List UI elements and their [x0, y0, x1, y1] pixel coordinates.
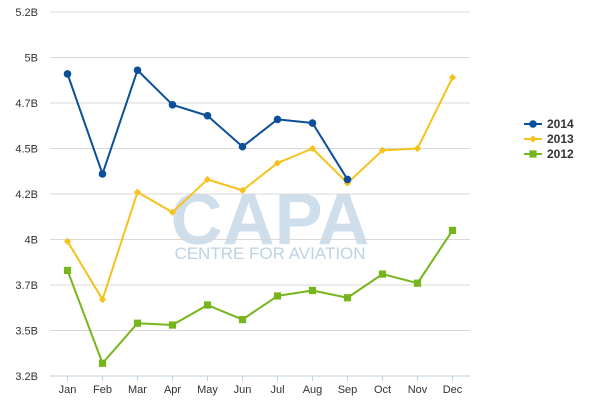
data-point-2013[interactable] [448, 73, 457, 82]
data-point-2013[interactable] [133, 188, 142, 196]
series-2013 [63, 73, 457, 304]
x-tick-label: May [197, 384, 218, 396]
data-point-2012[interactable] [98, 359, 107, 367]
data-point-2014[interactable] [203, 111, 212, 120]
watermark-logo-text: CAPA [171, 180, 370, 260]
x-tick-label: Nov [408, 384, 428, 396]
data-point-2012[interactable] [413, 279, 422, 287]
series-line-2014 [66, 69, 349, 180]
legend-marker[interactable] [529, 150, 537, 158]
data-point-2012[interactable] [448, 226, 457, 234]
data-point-2012[interactable] [168, 321, 177, 329]
axes: 3.2B 3.5B 3.7B 4B 4.2B 4.5B 4.7B 5B 5.2B Jan Feb Ma… [15, 7, 470, 396]
series-2014 [63, 66, 352, 184]
data-point-2014[interactable] [63, 70, 72, 78]
legend-item-2012[interactable]: 2012 [524, 147, 574, 161]
y-tick-label: 4B [25, 235, 38, 247]
data-point-2012[interactable] [343, 294, 352, 302]
watermark: CAPA CENTRE FOR AVIATION [171, 180, 370, 263]
y-tick-label: 5.2B [15, 7, 38, 19]
series-line-2012 [66, 229, 454, 365]
x-tick-label: Jan [59, 384, 77, 396]
y-tick-label: 5B [25, 53, 38, 65]
data-point-2013[interactable] [273, 159, 282, 167]
y-tick-label: 4.5B [15, 144, 38, 156]
series-line-2013 [66, 77, 454, 301]
data-point-2013[interactable] [238, 186, 247, 194]
legend-label: 2013 [547, 132, 574, 146]
data-point-2012[interactable] [63, 266, 72, 275]
y-tick-label: 4.7B [15, 98, 38, 110]
series-2012 [63, 226, 457, 367]
data-point-2013[interactable] [413, 144, 422, 153]
y-tick-label: 3.5B [15, 326, 38, 338]
data-point-2014[interactable] [273, 115, 282, 124]
x-tick-label: Mar [128, 384, 147, 396]
x-tick-label: Oct [374, 384, 391, 396]
y-tick-label: 3.7B [15, 280, 38, 292]
data-point-2013[interactable] [308, 144, 317, 153]
legend-label: 2014 [547, 117, 574, 131]
legend-item-2014[interactable]: 2014 [524, 117, 574, 131]
x-tick-label: Apr [164, 384, 181, 396]
data-point-2012[interactable] [308, 286, 317, 295]
data-point-2014[interactable] [238, 142, 247, 151]
data-point-2013[interactable] [168, 208, 177, 216]
data-point-2014[interactable] [98, 170, 107, 178]
data-point-2013[interactable] [63, 237, 72, 245]
x-tick-label: Jun [234, 384, 252, 396]
x-tick-label: Sep [338, 384, 358, 396]
data-point-2012[interactable] [238, 315, 247, 324]
x-tick-label: Aug [303, 384, 323, 396]
x-tick-label: Dec [443, 384, 463, 396]
data-point-2014[interactable] [133, 66, 142, 75]
data-point-2012[interactable] [133, 319, 142, 327]
data-point-2012[interactable] [203, 301, 212, 309]
x-tick-label: Jul [270, 384, 284, 396]
gridlines [50, 11, 470, 377]
x-tick-label: Feb [93, 384, 112, 396]
data-point-2012[interactable] [273, 292, 282, 300]
y-tick-label: 4.2B [15, 189, 38, 201]
legend-item-2013[interactable]: 2013 [524, 132, 574, 146]
data-point-2014[interactable] [308, 119, 317, 127]
data-point-2013[interactable] [98, 295, 107, 304]
data-point-2012[interactable] [378, 270, 387, 278]
legend-marker[interactable] [529, 120, 537, 128]
legend-label: 2012 [547, 147, 574, 161]
data-point-2013[interactable] [203, 175, 212, 184]
data-point-2014[interactable] [343, 175, 352, 184]
data-point-2013[interactable] [378, 146, 387, 154]
data-point-2014[interactable] [168, 101, 177, 109]
y-tick-label: 3.2B [15, 371, 38, 383]
legend-marker[interactable] [529, 135, 537, 143]
series-layer [63, 66, 457, 367]
watermark-tagline: CENTRE FOR AVIATION [174, 244, 365, 263]
